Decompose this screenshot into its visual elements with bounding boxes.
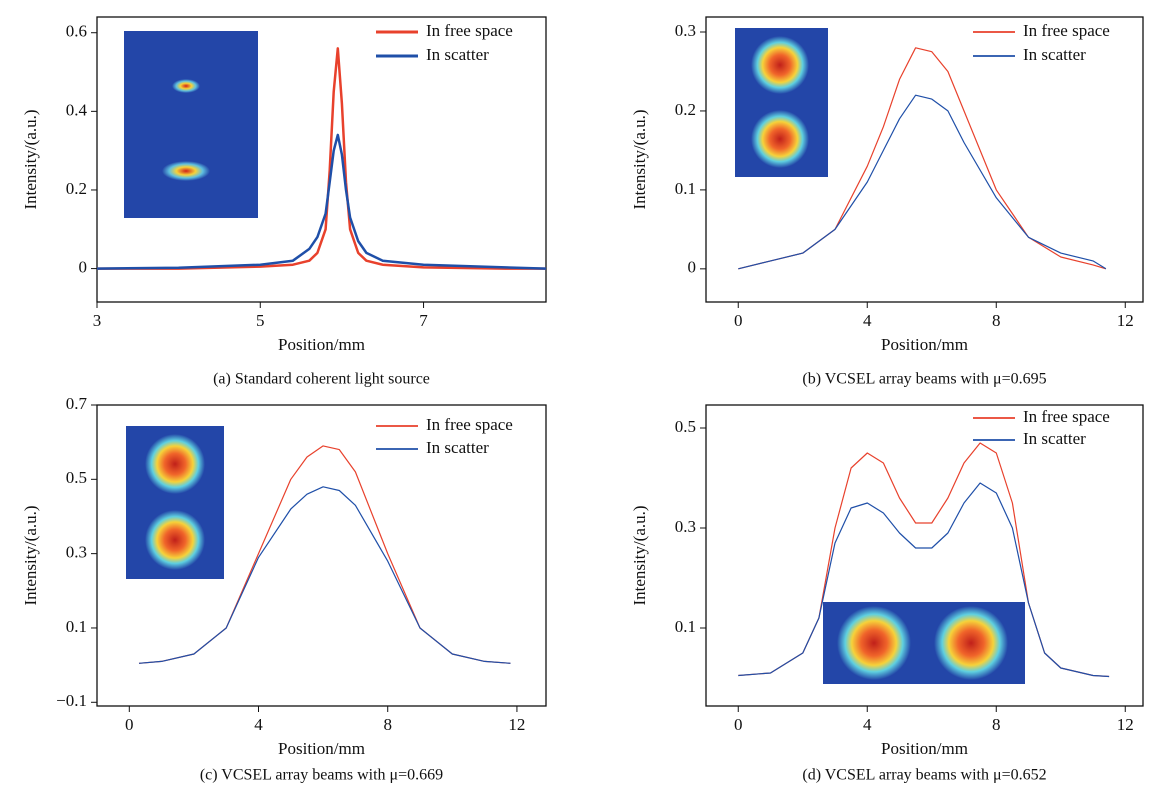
y-tick-label: 0.5 bbox=[675, 417, 696, 436]
y-tick-label: 0.2 bbox=[675, 100, 696, 119]
caption: (d) VCSEL array beams with μ=0.652 bbox=[802, 767, 1046, 784]
y-axis-label: Intensity/(a.u.) bbox=[21, 505, 40, 605]
x-tick-label: 4 bbox=[254, 715, 263, 734]
caption: (a) Standard coherent light source bbox=[213, 371, 430, 388]
x-tick-label: 8 bbox=[383, 715, 392, 734]
caption: (c) VCSEL array beams with μ=0.669 bbox=[200, 767, 443, 784]
x-tick-label: 4 bbox=[863, 715, 872, 734]
inset-image-b bbox=[735, 28, 828, 177]
x-tick-label: 7 bbox=[419, 311, 428, 330]
inset-image-c bbox=[126, 426, 224, 579]
y-tick-label: 0.2 bbox=[66, 179, 87, 198]
x-tick-label: 0 bbox=[734, 715, 743, 734]
y-axis-label: Intensity/(a.u.) bbox=[630, 109, 649, 209]
inset-image-a bbox=[124, 31, 258, 218]
x-tick-label: 0 bbox=[734, 311, 743, 330]
y-tick-label: 0 bbox=[79, 257, 88, 276]
legend-label: In scatter bbox=[426, 438, 489, 457]
y-axis-label: Intensity/(a.u.) bbox=[630, 505, 649, 605]
y-tick-label: 0.3 bbox=[66, 543, 87, 562]
y-tick-label: −0.1 bbox=[56, 691, 87, 710]
y-tick-label: 0.1 bbox=[675, 179, 696, 198]
y-tick-label: 0.3 bbox=[675, 517, 696, 536]
x-tick-label: 12 bbox=[1117, 311, 1134, 330]
y-tick-label: 0.1 bbox=[675, 617, 696, 636]
y-tick-label: 0 bbox=[688, 258, 697, 277]
y-tick-label: 0.1 bbox=[66, 617, 87, 636]
legend-label: In scatter bbox=[1023, 45, 1086, 64]
x-tick-label: 8 bbox=[992, 715, 1001, 734]
x-axis-label: Position/mm bbox=[278, 739, 365, 758]
legend-label: In free space bbox=[426, 415, 513, 434]
x-tick-label: 5 bbox=[256, 311, 265, 330]
legend-label: In free space bbox=[1023, 21, 1110, 40]
x-axis-label: Position/mm bbox=[881, 739, 968, 758]
legend-label: In free space bbox=[1023, 407, 1110, 426]
x-tick-label: 3 bbox=[93, 311, 102, 330]
x-tick-label: 0 bbox=[125, 715, 134, 734]
figure: 3 5 7 0 0.2 0.4 0.6 Position/mm Intensity/(a.u.)… bbox=[0, 0, 1155, 796]
x-tick-label: 12 bbox=[508, 715, 525, 734]
inset-image-d bbox=[823, 602, 1025, 684]
y-axis-label: Intensity/(a.u.) bbox=[21, 109, 40, 209]
legend-label: In scatter bbox=[1023, 429, 1086, 448]
x-axis-label: Position/mm bbox=[881, 335, 968, 354]
y-tick-label: 0.6 bbox=[66, 22, 87, 41]
y-tick-label: 0.4 bbox=[66, 100, 88, 119]
legend-label: In scatter bbox=[426, 45, 489, 64]
x-tick-label: 4 bbox=[863, 311, 872, 330]
y-tick-label: 0.3 bbox=[675, 21, 696, 40]
y-tick-label: 0.5 bbox=[66, 468, 87, 487]
x-axis-label: Position/mm bbox=[278, 335, 365, 354]
caption: (b) VCSEL array beams with μ=0.695 bbox=[802, 371, 1046, 388]
y-tick-label: 0.7 bbox=[66, 394, 88, 413]
legend-label: In free space bbox=[426, 21, 513, 40]
x-tick-label: 8 bbox=[992, 311, 1001, 330]
x-tick-label: 12 bbox=[1117, 715, 1134, 734]
